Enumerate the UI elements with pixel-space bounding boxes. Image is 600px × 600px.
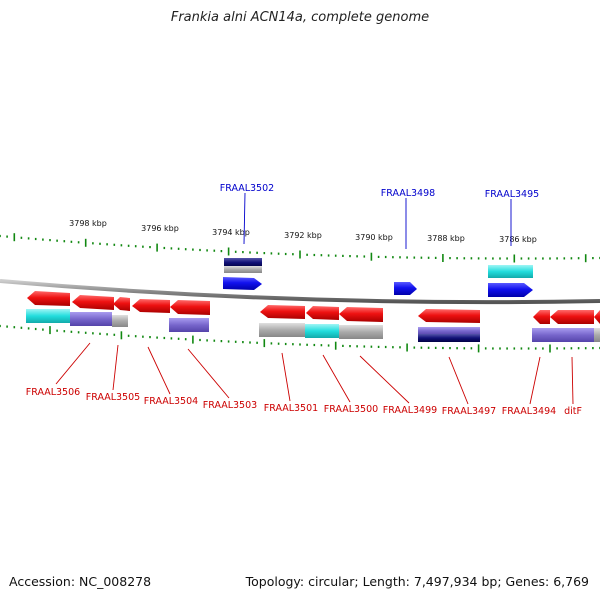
gene-label-fraal3494: FRAAL3494 [502, 406, 556, 417]
gene-arrow-fraal3498 [394, 282, 417, 295]
gene-label-fraal3505: FRAAL3505 [86, 392, 140, 403]
leader-line [55, 342, 91, 385]
gene-arrow [113, 297, 130, 311]
gene-arrow-fraal3505 [72, 295, 114, 310]
feature-gray [594, 328, 600, 342]
kbp-label: 3796 kbp [141, 224, 179, 233]
leader-line [112, 344, 119, 391]
scale-labels: 3798 kbp 3796 kbp 3794 kbp 3792 kbp 3790… [69, 219, 537, 244]
feature-gray [259, 323, 305, 337]
feature-slate [169, 318, 209, 332]
feature-gray [224, 266, 262, 273]
gene-arrow-fraal3499 [339, 307, 383, 322]
feature-slate [70, 312, 112, 326]
gene-label-fraal3500: FRAAL3500 [324, 404, 378, 415]
gene-arrow-fraal3506 [27, 291, 70, 306]
gene-label-fraal3501: FRAAL3501 [264, 403, 318, 414]
leader-line [243, 192, 246, 245]
gene-label-fraal3499: FRAAL3499 [383, 405, 437, 416]
gene-label-fraal3498: FRAAL3498 [381, 188, 435, 199]
gene-arrow-fraal3497 [418, 309, 480, 323]
kbp-label: 3792 kbp [284, 231, 322, 240]
gene-label-fraal3503: FRAAL3503 [203, 400, 257, 411]
inner-tick-ring [0, 324, 600, 353]
gene-arrow-fraal3495 [488, 283, 533, 297]
leader-line [359, 355, 410, 404]
leader-line [571, 356, 574, 405]
gene-label-fraal3502: FRAAL3502 [220, 183, 274, 194]
leader-line [187, 348, 230, 399]
leader-line [322, 354, 351, 403]
feature-slate [418, 327, 480, 335]
feature-cyan [305, 324, 339, 338]
reverse-strand-features [26, 291, 600, 342]
gene-arrow [594, 310, 600, 324]
gene-arrow-fraal3502 [223, 277, 262, 290]
kbp-label: 3786 kbp [499, 235, 537, 244]
forward-strand-features [223, 258, 533, 297]
map-title: Frankia alni ACN14a, complete genome [170, 10, 430, 25]
feature-slate [532, 328, 550, 342]
gene-label-fraal3504: FRAAL3504 [144, 396, 198, 407]
gene-arrow-fraal3500 [306, 306, 339, 320]
leader-line [281, 352, 291, 402]
gene-arrow-fraal3504 [132, 299, 170, 313]
outer-tick-ring [0, 233, 600, 263]
leader-line [448, 356, 469, 405]
accession-text: Accession: NC_008278 [9, 574, 152, 589]
leader-line [529, 356, 541, 405]
gene-label-fraal3506: FRAAL3506 [26, 387, 80, 398]
genome-summary-text: Topology: circular; Length: 7,497,934 bp… [245, 574, 589, 589]
feature-gray [112, 315, 128, 327]
feature-gray [339, 325, 383, 339]
feature-navy [224, 258, 262, 267]
gene-label-ditf: ditF [564, 406, 582, 417]
gene-label-fraal3497: FRAAL3497 [442, 406, 496, 417]
feature-cyan [488, 265, 533, 278]
kbp-label: 3790 kbp [355, 233, 393, 242]
gene-arrow-fraal3503 [170, 300, 210, 315]
gene-arrow-ditf [550, 310, 594, 324]
leader-lines [55, 192, 574, 405]
feature-slate [550, 328, 594, 342]
kbp-label: 3788 kbp [427, 234, 465, 243]
forward-gene-labels: FRAAL3502 FRAAL3498 FRAAL3495 [220, 183, 539, 200]
gene-arrow-fraal3501 [260, 305, 305, 319]
feature-cyan [26, 309, 70, 323]
feature-navy [418, 334, 480, 342]
reverse-gene-labels: FRAAL3506 FRAAL3505 FRAAL3504 FRAAL3503 … [26, 387, 582, 417]
leader-line [147, 346, 171, 395]
gene-arrow-fraal3494 [533, 310, 550, 324]
kbp-label: 3794 kbp [212, 228, 250, 237]
genome-backbone [0, 279, 600, 305]
gene-label-fraal3495: FRAAL3495 [485, 189, 539, 200]
kbp-label: 3798 kbp [69, 219, 107, 228]
